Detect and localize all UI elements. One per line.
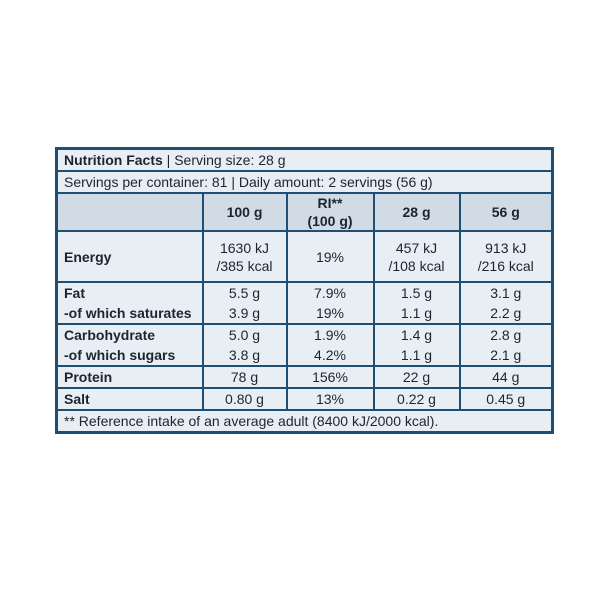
nutrient-value: 7.9% [285, 281, 375, 303]
title: Nutrition Facts [64, 152, 163, 168]
column-header: 28 g [372, 192, 461, 232]
nutrient-label: -of which sugars [55, 345, 204, 367]
column-header-text: 100 g [226, 204, 263, 220]
nutrient-value: 0.80 g [201, 387, 288, 411]
nutrition-table: Nutrition Facts | Serving size: 28 g Ser… [55, 147, 555, 434]
nutrient-value: 22 g [372, 365, 461, 389]
nutrient-value: 3.9 g [201, 303, 288, 325]
nutrient-value: 4.2% [285, 345, 375, 367]
nutrient-value: 2.2 g [458, 303, 554, 325]
footnote: ** Reference intake of an average adult … [55, 409, 554, 434]
header-row: Nutrition Facts | Serving size: 28 g [55, 147, 554, 172]
column-header: 100 g [201, 192, 288, 232]
nutrient-label: Protein [55, 365, 204, 389]
column-header-text: (100 g) [307, 213, 353, 229]
nutrient-value: 0.22 g [372, 387, 461, 411]
nutrient-value: 1.1 g [372, 345, 461, 367]
nutrient-label: Fat [55, 281, 204, 303]
nutrient-value: 2.1 g [458, 345, 554, 367]
nutrient-value: 1.1 g [372, 303, 461, 325]
column-header-row: 100 g RI** (100 g) 28 g 56 g [55, 192, 554, 232]
nutrient-label: Carbohydrate [55, 323, 204, 345]
nutrient-value: 5.0 g [201, 323, 288, 345]
nutrient-label: -of which saturates [55, 303, 204, 325]
nutrient-label: Energy [55, 230, 204, 283]
column-header: 56 g [458, 192, 554, 232]
footnote-row: ** Reference intake of an average adult … [55, 409, 554, 434]
nutrient-label: Salt [55, 387, 204, 411]
nutrient-value: 1630 kJ /385 kcal [201, 230, 288, 283]
header-cell: Nutrition Facts | Serving size: 28 g [55, 147, 554, 172]
nutrient-value: 13% [285, 387, 375, 411]
nutrient-value: 1.5 g [372, 281, 461, 303]
column-header: RI** (100 g) [285, 192, 375, 232]
column-header-text: 56 g [491, 204, 520, 220]
nutrient-value: 3.8 g [201, 345, 288, 367]
nutrient-value: 156% [285, 365, 375, 389]
nutrient-value: 3.1 g [458, 281, 554, 303]
nutrient-row: Carbohydrate 5.0 g 1.9% 1.4 g 2.8 g [55, 323, 554, 345]
nutrient-value: 0.45 g [458, 387, 554, 411]
header-cell: Servings per container: 81 | Daily amoun… [55, 170, 554, 194]
serving: Serving size: 28 g [174, 152, 286, 168]
nutrient-row: -of which sugars 3.8 g 4.2% 1.1 g 2.1 g [55, 345, 554, 367]
nutrient-row: Fat 5.5 g 7.9% 1.5 g 3.1 g [55, 281, 554, 303]
separator: | [166, 152, 171, 168]
nutrient-value: 1.4 g [372, 323, 461, 345]
column-header-text: RI** [317, 195, 343, 211]
column-header-text: 28 g [402, 204, 431, 220]
nutrient-value: 78 g [201, 365, 288, 389]
nutrient-row: Protein 78 g 156% 22 g 44 g [55, 365, 554, 389]
nutrient-row: Energy 1630 kJ /385 kcal 19% 457 kJ /108 kc… [55, 230, 554, 283]
nutrient-value: 2.8 g [458, 323, 554, 345]
column-header [55, 192, 204, 232]
nutrient-row: Salt 0.80 g 13% 0.22 g 0.45 g [55, 387, 554, 411]
nutrient-value: 5.5 g [201, 281, 288, 303]
nutrient-value: 457 kJ /108 kcal [372, 230, 461, 283]
nutrient-value: 19% [285, 230, 375, 283]
nutrient-value: 913 kJ /216 kcal [458, 230, 554, 283]
nutrient-value: 44 g [458, 365, 554, 389]
nutrient-value: 1.9% [285, 323, 375, 345]
nutrition-panel: Nutrition Facts | Serving size: 28 g Ser… [55, 147, 555, 434]
nutrient-row: -of which saturates 3.9 g 19% 1.1 g 2.2 g [55, 303, 554, 325]
header-row: Servings per container: 81 | Daily amoun… [55, 170, 554, 194]
nutrient-value: 19% [285, 303, 375, 325]
